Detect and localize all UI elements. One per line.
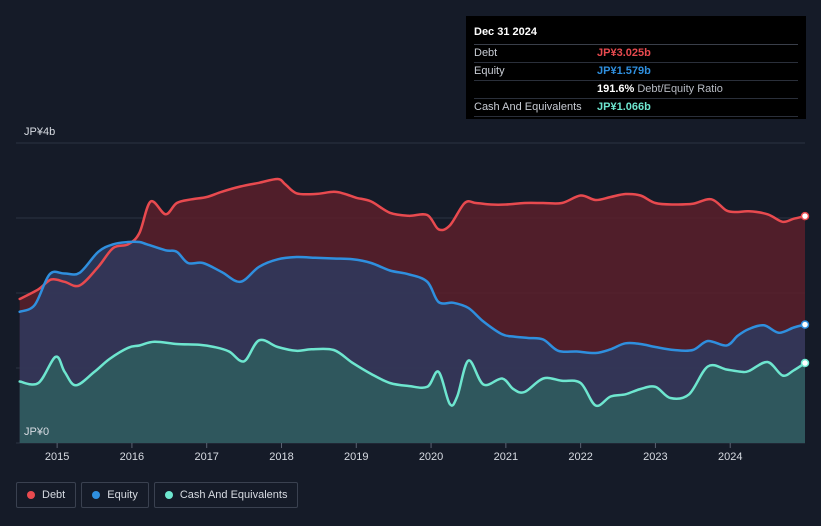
x-tick-label: 2023 (643, 451, 667, 463)
x-tick-label: 2024 (718, 451, 742, 463)
y-tick-label: JP¥4b (24, 126, 55, 138)
tooltip-equity-value: JP¥1.579b (597, 65, 651, 77)
x-tick-label: 2021 (494, 451, 518, 463)
tooltip-date: Dec 31 2024 (474, 26, 537, 38)
tooltip-label: Debt (474, 47, 498, 59)
x-tick-label: 2018 (269, 451, 293, 463)
equity-line (18, 240, 807, 355)
debt-line (18, 177, 807, 301)
legend-label: Debt (42, 489, 66, 501)
equity-dot-icon (92, 491, 101, 499)
legend-label: Cash And Equivalents (179, 489, 288, 501)
cash-area (19, 339, 805, 443)
tooltip-ratio-value: 191.6% (597, 83, 635, 95)
tooltip-debt-value: JP¥3.025b (597, 47, 651, 59)
end-markers (800, 211, 810, 368)
cash-dot-icon (164, 491, 173, 499)
legend-item-equity[interactable]: Equity (81, 482, 149, 508)
tooltip-row-equity: Equity JP¥1.579b (474, 62, 798, 80)
y-tick-label: JP¥0 (24, 426, 49, 438)
tooltip-cash-value: JP¥1.066b (597, 101, 651, 113)
debt-dot-icon (27, 491, 35, 499)
tooltip-row-cash: Cash And Equivalents JP¥1.066b (474, 98, 798, 117)
x-tick-label: 2016 (120, 451, 144, 463)
tooltip-panel: Dec 31 2024 Debt JP¥3.025b Equity JP¥1.5… (466, 16, 806, 119)
x-tick-label: 2022 (568, 451, 592, 463)
legend-item-debt[interactable]: Debt (16, 482, 77, 508)
x-tick-label: 2020 (419, 451, 443, 463)
axis-labels: JP¥4b JP¥0 2015 2016 2017 2018 2019 2020 2021 202… (24, 126, 742, 463)
cash-end-marker (800, 358, 810, 368)
tooltip-label: Cash And Equivalents (474, 101, 582, 113)
equity-end-marker (800, 320, 810, 329)
x-tick-label: 2019 (344, 451, 368, 463)
debt-end-marker (800, 211, 810, 221)
tooltip-row-debt: Debt JP¥3.025b (474, 44, 798, 62)
legend-item-cash[interactable]: Cash And Equivalents (153, 482, 299, 508)
tooltip-label: Equity (474, 65, 505, 77)
series-lines (18, 177, 807, 408)
x-tick-label: 2017 (194, 451, 218, 463)
x-tick-label: 2015 (45, 451, 69, 463)
tooltip-label (474, 81, 597, 98)
tooltip-row-ratio: 191.6% Debt/Equity Ratio (474, 80, 798, 98)
tooltip-ratio-label: Debt/Equity Ratio (637, 83, 723, 95)
legend: Debt Equity Cash And Equivalents (16, 482, 303, 508)
legend-label: Equity (107, 489, 138, 501)
series-areas (19, 178, 805, 443)
cash-line (18, 338, 807, 408)
